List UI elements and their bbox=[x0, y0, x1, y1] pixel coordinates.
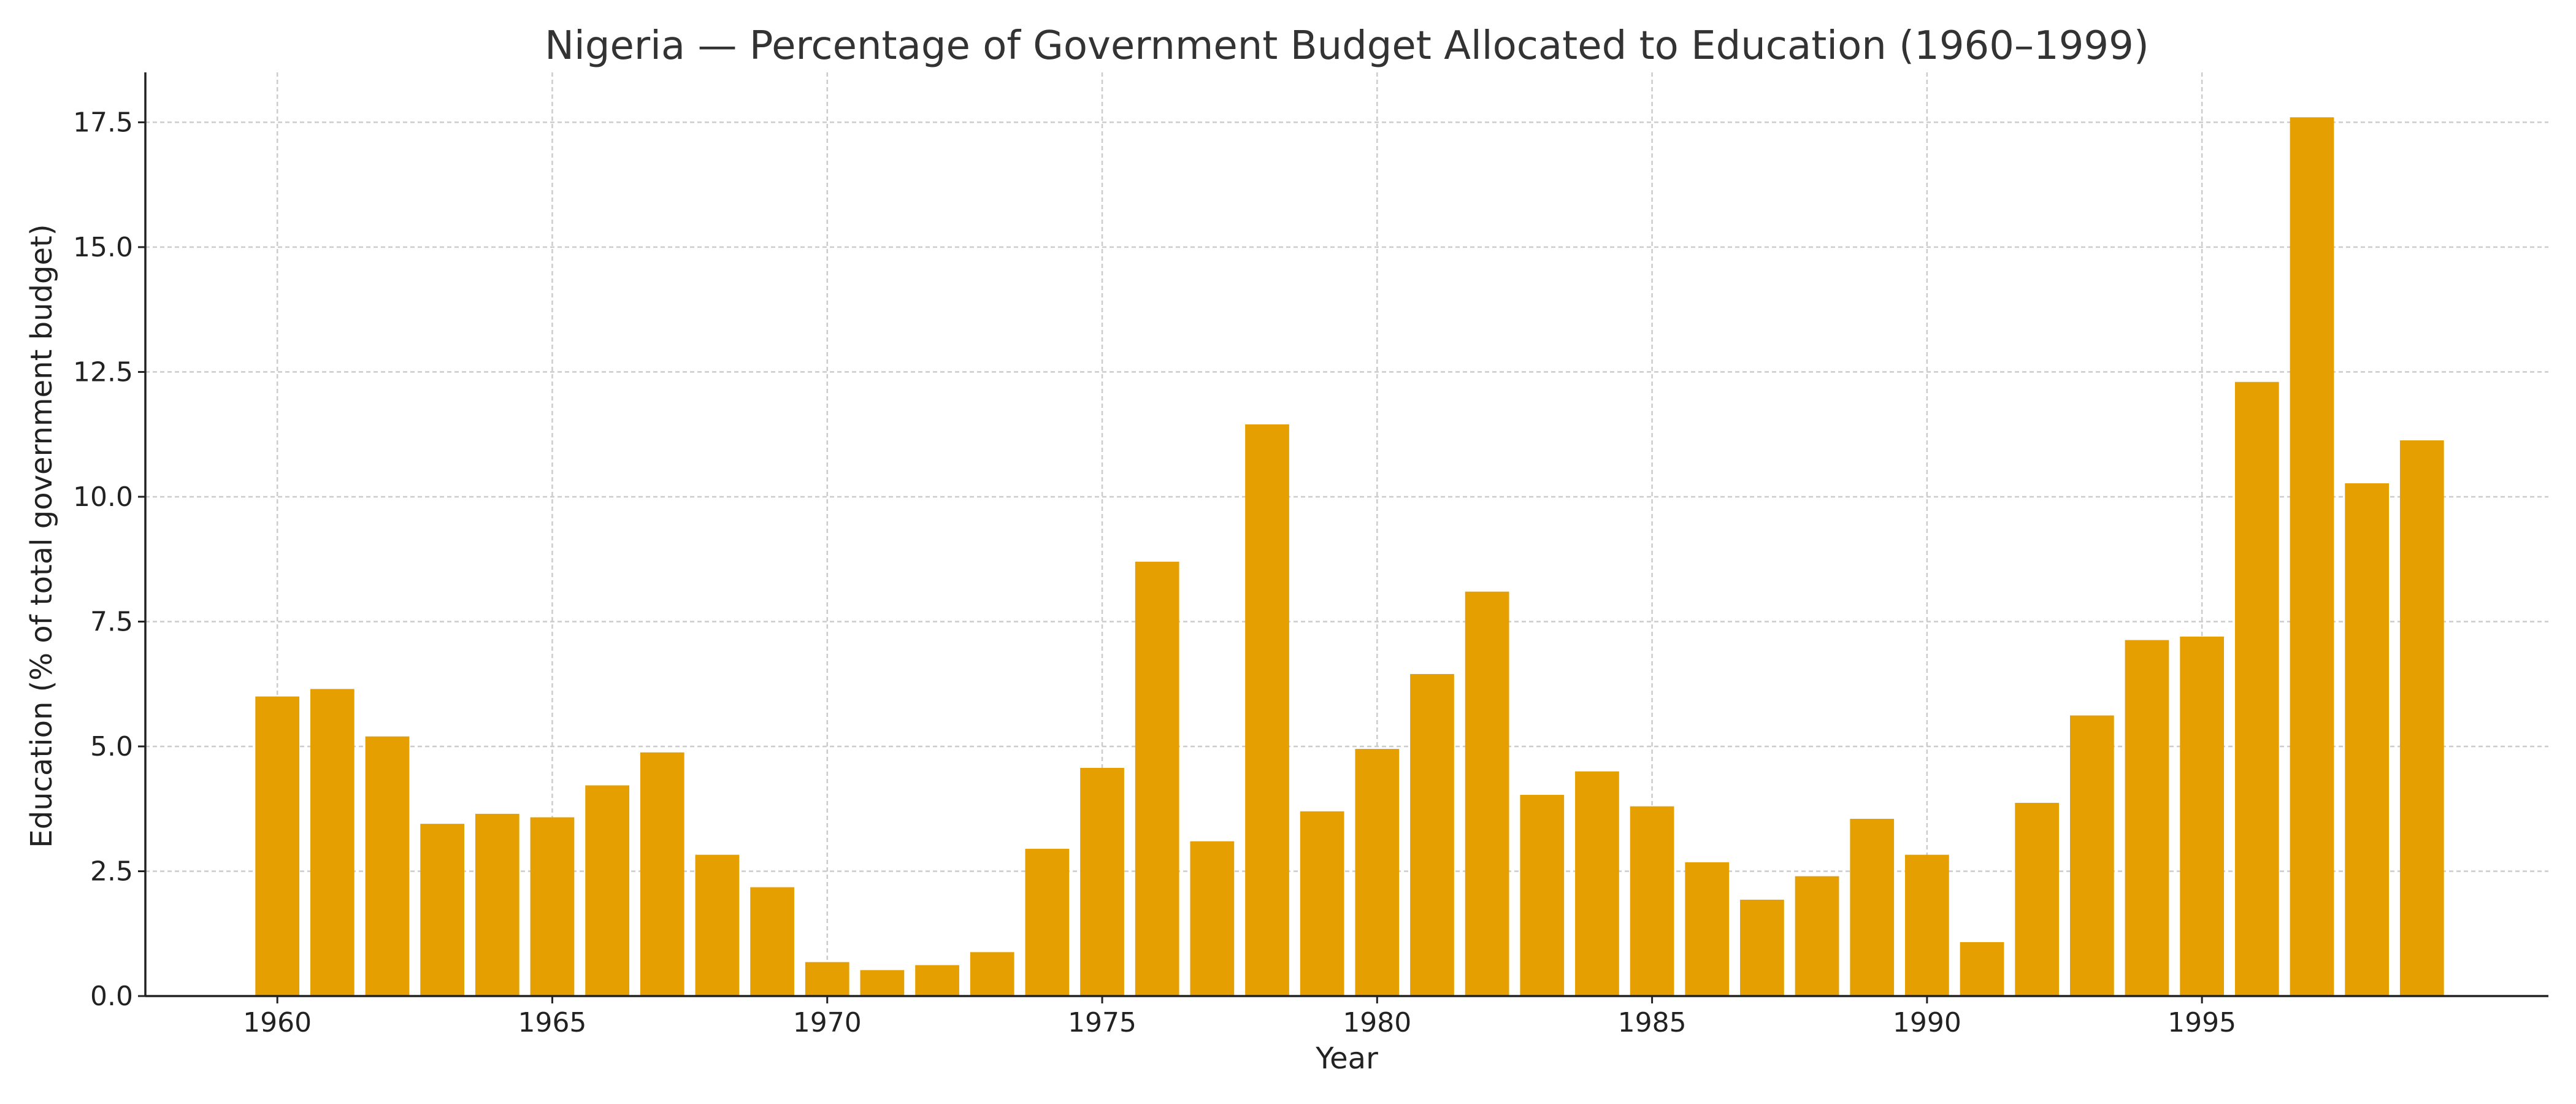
bar bbox=[1960, 942, 2004, 996]
bar bbox=[750, 887, 794, 996]
y-tick-label: 17.5 bbox=[73, 107, 133, 138]
y-axis-label: Education (% of total government budget) bbox=[25, 224, 59, 848]
bar bbox=[475, 813, 519, 996]
bar bbox=[2345, 483, 2389, 996]
x-tick-label: 1980 bbox=[1343, 1007, 1411, 1038]
y-tick-label: 2.5 bbox=[90, 856, 133, 887]
bar bbox=[2125, 640, 2169, 996]
bar bbox=[420, 824, 465, 996]
bar bbox=[1575, 771, 1619, 996]
bar bbox=[365, 736, 410, 996]
bar bbox=[1300, 811, 1344, 996]
y-tick-label: 5.0 bbox=[90, 731, 133, 762]
bar bbox=[640, 752, 684, 996]
x-tick-label: 1960 bbox=[243, 1007, 312, 1038]
bar bbox=[1630, 806, 1674, 996]
x-tick-label: 1990 bbox=[1893, 1007, 1961, 1038]
bar bbox=[1850, 819, 1895, 996]
x-tick-label: 1995 bbox=[2168, 1007, 2236, 1038]
bar bbox=[2015, 802, 2060, 996]
bar bbox=[1190, 841, 1235, 996]
bar bbox=[805, 962, 849, 996]
bar bbox=[1520, 794, 1565, 996]
tick-labels: 0.0 2.5 5.0 7.5 10.0 12.5 15.0 17.5 1960 1965 1970… bbox=[73, 107, 2236, 1038]
bar bbox=[1080, 767, 1124, 996]
bar bbox=[310, 689, 355, 996]
bar bbox=[1245, 424, 1289, 996]
chart-title: Nigeria — Percentage of Government Budge… bbox=[545, 23, 2149, 69]
bars bbox=[255, 117, 2444, 996]
bar bbox=[1465, 591, 1509, 996]
bar bbox=[1135, 561, 1179, 996]
x-tick-label: 1970 bbox=[793, 1007, 862, 1038]
y-tick-label: 15.0 bbox=[73, 232, 133, 263]
bar bbox=[1795, 876, 1839, 996]
x-tick-label: 1975 bbox=[1068, 1007, 1137, 1038]
y-tick-label: 7.5 bbox=[90, 606, 133, 637]
bar bbox=[2290, 117, 2334, 996]
x-axis-label: Year bbox=[1315, 1041, 1378, 1076]
y-tick-label: 0.0 bbox=[90, 981, 133, 1012]
bar bbox=[530, 817, 575, 996]
bar bbox=[2234, 381, 2279, 996]
bar bbox=[255, 696, 300, 996]
bar bbox=[1905, 854, 1949, 996]
bar bbox=[2399, 440, 2444, 996]
bar bbox=[915, 965, 959, 996]
bar bbox=[585, 785, 629, 996]
x-tick-label: 1965 bbox=[518, 1007, 586, 1038]
bar bbox=[1410, 673, 1454, 996]
x-tick-label: 1985 bbox=[1618, 1007, 1687, 1038]
bar bbox=[1025, 848, 1070, 996]
bar bbox=[970, 952, 1014, 996]
y-tick-label: 12.5 bbox=[73, 356, 133, 388]
bar bbox=[2180, 636, 2225, 996]
bar bbox=[2069, 715, 2114, 996]
bar bbox=[1740, 899, 1784, 996]
y-tick-label: 10.0 bbox=[73, 481, 133, 513]
bar bbox=[1685, 862, 1730, 996]
bar bbox=[1355, 749, 1400, 996]
bar bbox=[860, 970, 905, 996]
bar bbox=[695, 854, 740, 996]
axes bbox=[138, 72, 2548, 1003]
